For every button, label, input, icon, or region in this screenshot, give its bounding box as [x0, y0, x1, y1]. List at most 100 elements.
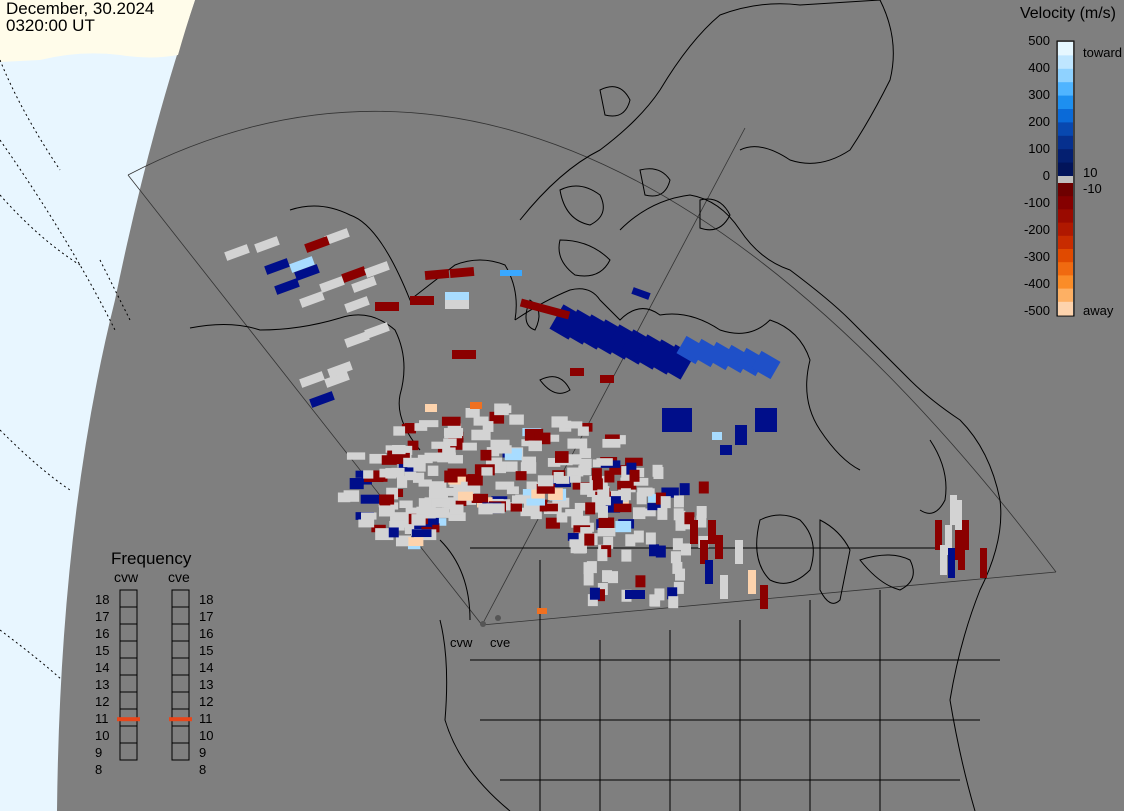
- echo-cell: [621, 466, 632, 479]
- echo-cell: [418, 498, 432, 509]
- echo-cell: [429, 481, 447, 491]
- echo-cell: [958, 540, 965, 570]
- echo-cell: [670, 551, 681, 564]
- echo-cell: [675, 568, 686, 581]
- echo-cell: [363, 470, 374, 479]
- echo-cell: [520, 462, 537, 474]
- echo-cell: [447, 423, 462, 433]
- frequency-tick-left: 14: [95, 659, 110, 675]
- echo-cell: [437, 452, 456, 463]
- echo-cell: [360, 494, 381, 504]
- echo-cell: [427, 465, 439, 476]
- echo-cell: [654, 588, 665, 601]
- velocity-tick-label: 300: [1028, 87, 1050, 102]
- velocity-pos-limit-label: 10: [1083, 165, 1098, 180]
- echo-cell: [489, 411, 505, 424]
- graticule: [0, 59, 131, 681]
- echo-cell: [471, 493, 489, 503]
- echo-cell: [411, 514, 426, 526]
- echo-cell: [655, 545, 666, 558]
- echo-cell: [442, 447, 456, 456]
- echo-cell: [427, 517, 439, 525]
- echo-cell: [587, 488, 600, 497]
- echo-cell: [369, 453, 387, 464]
- echo-cell: [631, 287, 651, 300]
- echo-cell: [485, 457, 503, 466]
- frequency-tick-left: 10: [95, 727, 110, 743]
- echo-cell: [379, 494, 395, 505]
- echo-cell: [545, 517, 560, 529]
- frequency-tick-left: 9: [95, 744, 103, 760]
- echo-cell: [649, 594, 660, 607]
- echo-cell: [424, 268, 450, 281]
- echo-cell: [254, 236, 280, 253]
- echo-cell: [673, 508, 684, 521]
- echo-cell: [482, 421, 494, 432]
- frequency-radar-cve: cve: [168, 569, 190, 585]
- echo-cell: [625, 534, 636, 547]
- frequency-tick-left: 18: [95, 591, 110, 607]
- echo-cell: [467, 474, 483, 486]
- echo-cell: [935, 520, 942, 550]
- echo-cell: [324, 228, 350, 245]
- echo-cell: [343, 490, 360, 502]
- echo-cell: [309, 391, 335, 408]
- echo-cell: [504, 448, 523, 461]
- echo-cell: [675, 518, 686, 531]
- echo-cell: [615, 520, 632, 533]
- velocity-tick-label: 200: [1028, 114, 1050, 129]
- echo-cell: [327, 361, 353, 378]
- cve-frequency-marker: [169, 717, 192, 722]
- echo-cell: [381, 455, 397, 465]
- velocity-color-step-toward: [1058, 42, 1073, 56]
- echo-cell: [720, 575, 728, 599]
- echo-cell: [390, 512, 407, 525]
- echo-cell: [264, 258, 290, 275]
- echo-cell: [363, 473, 384, 483]
- echo-cell: [441, 487, 458, 496]
- echo-cell: [577, 426, 589, 436]
- echo-cell: [962, 520, 969, 550]
- echo-cell: [591, 494, 602, 503]
- velocity-color-step-toward: [1058, 109, 1073, 123]
- echo-cell: [648, 494, 661, 503]
- echo-cell: [955, 500, 962, 530]
- velocity-tick-label: -400: [1023, 276, 1050, 291]
- frequency-scales: [119, 589, 190, 761]
- echo-cell: [613, 503, 632, 513]
- velocity-neg-limit-label: -10: [1083, 181, 1102, 196]
- echo-cell: [690, 520, 698, 544]
- echo-cell: [364, 322, 390, 339]
- frequency-tick-left: 13: [95, 676, 110, 692]
- echo-cell: [700, 540, 708, 564]
- echo-cell: [580, 482, 591, 495]
- echo-cell: [471, 429, 491, 441]
- echo-cell: [486, 462, 507, 474]
- echo-cell: [755, 408, 777, 432]
- echo-cell: [344, 296, 370, 313]
- echo-cell: [419, 420, 439, 428]
- echo-cell: [552, 497, 570, 508]
- echo-cell: [632, 507, 646, 520]
- velocity-color-step-toward: [1058, 162, 1073, 177]
- echo-cell: [579, 458, 592, 469]
- frequency-tick-left: 17: [95, 608, 110, 624]
- velocity-zero-band: [1058, 176, 1073, 183]
- echo-cell: [567, 438, 588, 449]
- cve-site-marker: [495, 615, 501, 621]
- echo-cell: [684, 512, 695, 525]
- echo-cell: [551, 416, 568, 428]
- velocity-color-step-toward: [1058, 122, 1073, 137]
- echo-cell: [294, 264, 320, 281]
- echo-cell: [748, 570, 756, 594]
- echo-cell: [626, 462, 637, 475]
- frequency-tick-left: 8: [95, 761, 103, 777]
- echo-cell: [564, 421, 583, 429]
- echo-cell: [625, 590, 645, 599]
- echo-cell: [445, 300, 469, 309]
- frequency-tick-right: 18: [199, 591, 214, 607]
- echo-cell: [645, 532, 656, 545]
- echo-cell: [510, 503, 522, 512]
- echo-cell: [299, 291, 325, 308]
- echo-cell: [361, 512, 377, 520]
